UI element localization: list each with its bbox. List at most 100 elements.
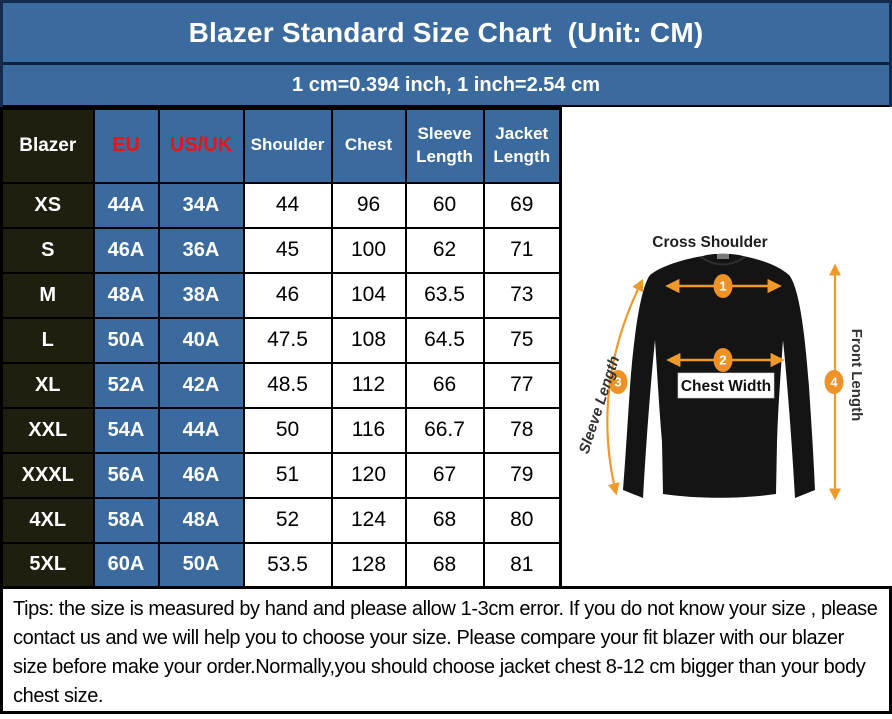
jacket-value: 69 <box>482 181 562 229</box>
cross-shoulder-arrow: 1 <box>665 274 782 298</box>
sleeve-value: 60 <box>404 181 485 229</box>
table-row: XL 52A 42A 48.5 112 66 77 <box>0 361 562 409</box>
sleeve-value: 68 <box>404 496 485 544</box>
usuk-size: 48A <box>157 496 245 544</box>
chest-width-label: Chest Width <box>681 378 771 395</box>
shoulder-value: 51 <box>242 451 333 499</box>
marker-2-circle <box>713 348 733 372</box>
eu-size: 56A <box>92 451 160 499</box>
chest-value: 112 <box>330 361 407 409</box>
measurement-diagram: 1 2 Chest Width 3 <box>562 107 892 586</box>
size-table: Blazer EU US/UK Shoulder Chest Sleeve Le… <box>0 107 562 589</box>
table-row: XXL 54A 44A 50 116 66.7 78 <box>0 406 562 454</box>
usuk-size: 50A <box>157 541 245 589</box>
sleeve-value: 67 <box>404 451 485 499</box>
chest-value: 100 <box>330 226 407 274</box>
table-header-row: Blazer EU US/UK Shoulder Chest Sleeve Le… <box>0 107 562 184</box>
sleeve-value: 62 <box>404 226 485 274</box>
size-label: 4XL <box>0 496 95 544</box>
shoulder-value: 44 <box>242 181 333 229</box>
shoulder-value: 45 <box>242 226 333 274</box>
size-label: XXL <box>0 406 95 454</box>
sleeve-length-label: Sleeve Length <box>576 354 624 456</box>
shoulder-value: 52 <box>242 496 333 544</box>
table-row: 4XL 58A 48A 52 124 68 80 <box>0 496 562 544</box>
sleeve-value: 68 <box>404 541 485 589</box>
header-block: Blazer Standard Size Chart (Unit: CM) 1 … <box>0 0 892 107</box>
chest-width-arrow: 2 <box>666 348 785 372</box>
usuk-size: 34A <box>157 181 245 229</box>
cross-shoulder-label: Cross Shoulder <box>652 234 767 251</box>
content-row: Blazer EU US/UK Shoulder Chest Sleeve Le… <box>0 107 892 589</box>
usuk-size: 38A <box>157 271 245 319</box>
jacket-value: 78 <box>482 406 562 454</box>
col-header-sleeve-length: Sleeve Length <box>404 107 485 184</box>
usuk-size: 42A <box>157 361 245 409</box>
usuk-size: 44A <box>157 406 245 454</box>
marker-4-label: 4 <box>830 375 838 390</box>
sleeve-value: 66 <box>404 361 485 409</box>
chest-value: 120 <box>330 451 407 499</box>
shoulder-value: 48.5 <box>242 361 333 409</box>
eu-size: 46A <box>92 226 160 274</box>
sleeve-value: 63.5 <box>404 271 485 319</box>
sleeve-value: 66.7 <box>404 406 485 454</box>
size-label: 5XL <box>0 541 95 589</box>
size-label: XS <box>0 181 95 229</box>
marker-1-label: 1 <box>719 279 726 294</box>
chest-value: 124 <box>330 496 407 544</box>
shoulder-value: 53.5 <box>242 541 333 589</box>
table-row: S 46A 36A 45 100 62 71 <box>0 226 562 274</box>
col-header-shoulder: Shoulder <box>242 107 333 184</box>
shoulder-value: 50 <box>242 406 333 454</box>
page-title: Blazer Standard Size Chart (Unit: CM) <box>3 3 889 65</box>
usuk-size: 40A <box>157 316 245 364</box>
marker-3-label: 3 <box>614 375 621 390</box>
size-label: S <box>0 226 95 274</box>
col-header-usuk: US/UK <box>157 107 245 184</box>
shoulder-value: 47.5 <box>242 316 333 364</box>
size-label: M <box>0 271 95 319</box>
jacket-value: 75 <box>482 316 562 364</box>
front-length-label: Front Length <box>848 329 865 421</box>
col-header-blazer: Blazer <box>0 107 95 184</box>
shoulder-value: 46 <box>242 271 333 319</box>
chest-value: 116 <box>330 406 407 454</box>
jacket-value: 71 <box>482 226 562 274</box>
eu-size: 52A <box>92 361 160 409</box>
jacket-value: 77 <box>482 361 562 409</box>
size-label: XL <box>0 361 95 409</box>
unit-conversion-subtitle: 1 cm=0.394 inch, 1 inch=2.54 cm <box>3 65 889 107</box>
front-length-arrow: 4 <box>824 263 844 501</box>
col-header-jacket-length: Jacket Length <box>482 107 562 184</box>
chest-value: 96 <box>330 181 407 229</box>
eu-size: 44A <box>92 181 160 229</box>
marker-2-label: 2 <box>719 353 726 368</box>
table-row: XXXL 56A 46A 51 120 67 79 <box>0 451 562 499</box>
sleeve-value: 64.5 <box>404 316 485 364</box>
eu-size: 48A <box>92 271 160 319</box>
eu-size: 60A <box>92 541 160 589</box>
chest-value: 104 <box>330 271 407 319</box>
marker-3-circle <box>608 370 628 394</box>
table-row: 5XL 60A 50A 53.5 128 68 81 <box>0 541 562 589</box>
marker-4-circle <box>824 370 844 394</box>
jacket-value: 81 <box>482 541 562 589</box>
eu-size: 54A <box>92 406 160 454</box>
table-row: L 50A 40A 47.5 108 64.5 75 <box>0 316 562 364</box>
usuk-size: 46A <box>157 451 245 499</box>
size-label: XXXL <box>0 451 95 499</box>
jacket-value: 80 <box>482 496 562 544</box>
usuk-size: 36A <box>157 226 245 274</box>
size-label: L <box>0 316 95 364</box>
chest-width-label-box: Chest Width <box>677 372 775 399</box>
col-header-eu: EU <box>92 107 160 184</box>
col-header-chest: Chest <box>330 107 407 184</box>
eu-size: 50A <box>92 316 160 364</box>
garment-measurement-illustration: 1 2 Chest Width 3 <box>576 234 865 501</box>
sleeve-length-arrow: 3 <box>606 278 644 496</box>
eu-size: 58A <box>92 496 160 544</box>
tips-text: Tips: the size is measured by hand and p… <box>0 586 892 714</box>
chest-value: 108 <box>330 316 407 364</box>
